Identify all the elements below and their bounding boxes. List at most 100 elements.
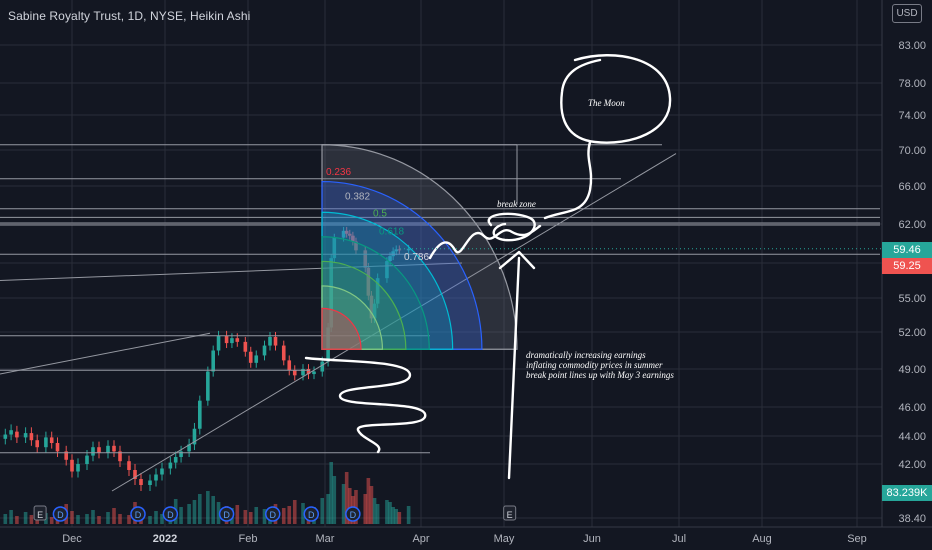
candle-body: [9, 430, 13, 435]
moon-label: The Moon: [588, 98, 625, 108]
candle-body: [97, 447, 101, 453]
candle-body: [168, 462, 173, 469]
candle-body: [216, 335, 221, 351]
candle-body: [49, 437, 54, 443]
fib-level-label: 0.786: [404, 252, 429, 263]
svg-text:E: E: [507, 510, 513, 520]
volume-bar: [391, 507, 395, 524]
volume-bar: [198, 494, 202, 524]
candle-body: [406, 248, 411, 251]
candle-body: [254, 355, 259, 363]
dividend-marker: D: [218, 506, 235, 522]
candle-body: [106, 445, 110, 453]
svg-text:D: D: [223, 510, 230, 520]
volume-bar: [29, 515, 34, 524]
candle-body: [306, 369, 311, 375]
svg-text:D: D: [350, 510, 357, 520]
volume-bar: [394, 509, 399, 524]
candle-body: [179, 451, 183, 457]
volume-bar: [363, 494, 368, 524]
candle-body: [44, 437, 48, 448]
volume-bar: [179, 507, 183, 524]
candle-body: [235, 338, 240, 342]
y-tick-label: 66.00: [898, 181, 926, 193]
candle-body: [372, 303, 377, 319]
dividend-marker: D: [303, 506, 319, 522]
volume-bar: [344, 472, 349, 524]
y-tick-label: 49.00: [898, 364, 926, 376]
candle-body: [394, 249, 399, 252]
candle-body: [139, 479, 143, 485]
candle-body: [64, 451, 68, 460]
volume-bar: [301, 503, 305, 524]
candle-body: [70, 459, 74, 472]
y-tick-label: 62.00: [898, 219, 926, 231]
fib-fan-arc: [321, 307, 362, 350]
volume-bar: [341, 484, 346, 524]
svg-text:D: D: [167, 510, 174, 520]
candle-body: [91, 447, 95, 456]
fib-fan-arc: [321, 144, 518, 350]
scribble-wave: [428, 224, 542, 260]
y-tick-label: 78.00: [898, 78, 926, 90]
volume-bar: [243, 510, 248, 524]
x-tick-label: 2022: [153, 533, 177, 545]
candle-body: [160, 468, 164, 475]
x-tick-label: May: [494, 533, 515, 545]
volume-bar: [148, 516, 152, 524]
y-tick-label: 38.40: [898, 513, 926, 525]
volume-bar: [281, 508, 286, 524]
volume-bar: [235, 505, 240, 524]
candle-body: [320, 361, 325, 372]
candle-body: [29, 433, 34, 441]
fib-fan-arc: [321, 180, 483, 350]
volume-label: 83.239K: [882, 485, 932, 501]
volume-bar: [347, 488, 352, 524]
volume-bar: [369, 486, 374, 524]
candle-body: [292, 370, 297, 376]
candle-body: [375, 278, 380, 304]
arrow-shaft: [507, 256, 521, 480]
currency-badge[interactable]: USD: [892, 4, 922, 23]
volume-bar: [287, 506, 292, 524]
candle-body: [366, 267, 371, 296]
fib-level-label: 0.5: [373, 208, 387, 219]
candle-body: [248, 351, 253, 363]
volume-bar: [187, 504, 191, 524]
candle-body: [385, 261, 389, 279]
candle-body: [224, 335, 229, 344]
volume-bar: [329, 462, 333, 524]
candle-body: [55, 443, 60, 452]
candle-body: [312, 371, 316, 375]
y-tick-label: 70.00: [898, 145, 926, 157]
fib-level-label: 0.382: [345, 191, 370, 202]
fib-fan-arc: [321, 211, 454, 350]
candle-body: [344, 230, 349, 234]
candle-body: [388, 256, 392, 262]
volume-bar: [127, 515, 131, 524]
volume-bar: [372, 498, 377, 524]
fib-level-label: 0.236: [326, 167, 351, 178]
volume-bar: [211, 496, 215, 524]
svg-text:E: E: [37, 510, 43, 520]
volume-bar: [91, 510, 95, 524]
candle-body: [230, 338, 234, 344]
candle-body: [332, 237, 337, 259]
candle-body: [287, 360, 292, 371]
candle-body: [341, 230, 346, 238]
candle-body: [369, 295, 374, 319]
volume-bar: [85, 514, 89, 524]
candle-body: [133, 470, 137, 479]
candle-body: [351, 235, 355, 242]
candle-body: [397, 249, 402, 251]
svg-text:D: D: [135, 510, 142, 520]
candle-body: [281, 345, 286, 361]
volume-bar: [406, 506, 411, 524]
candle-body: [262, 345, 267, 356]
candle-body: [192, 428, 197, 445]
y-tick-label: 55.00: [898, 293, 926, 305]
candle-body: [118, 451, 122, 462]
dividend-marker: D: [265, 506, 281, 522]
